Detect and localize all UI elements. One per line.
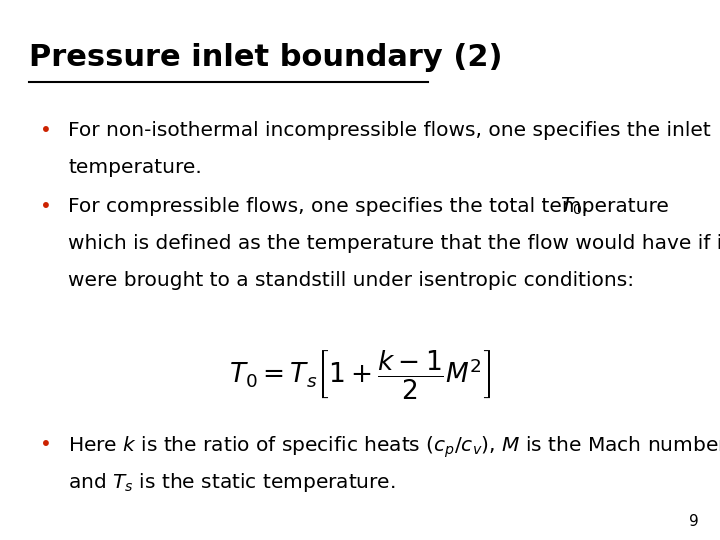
Text: For compressible flows, one specifies the total temperature: For compressible flows, one specifies th…: [68, 197, 675, 216]
Text: •: •: [40, 197, 51, 216]
Text: 9: 9: [688, 514, 698, 529]
Text: •: •: [40, 122, 51, 140]
Text: were brought to a standstill under isentropic conditions:: were brought to a standstill under isent…: [68, 271, 634, 289]
Text: •: •: [40, 435, 51, 454]
Text: Pressure inlet boundary (2): Pressure inlet boundary (2): [29, 43, 503, 72]
Text: Here $k$ is the ratio of specific heats ($c_p/c_v$), $M$ is the Mach number,: Here $k$ is the ratio of specific heats …: [68, 435, 720, 460]
Text: which is defined as the temperature that the flow would have if it: which is defined as the temperature that…: [68, 234, 720, 253]
Text: $T_0 = T_s \left[1 + \dfrac{k-1}{2} M^2\right]$: $T_0 = T_s \left[1 + \dfrac{k-1}{2} M^2\…: [229, 348, 491, 401]
Text: For non-isothermal incompressible flows, one specifies the inlet: For non-isothermal incompressible flows,…: [68, 122, 711, 140]
Text: temperature.: temperature.: [68, 158, 202, 177]
Text: $T_0$,: $T_0$,: [560, 196, 588, 217]
Text: and $T_s$ is the static temperature.: and $T_s$ is the static temperature.: [68, 471, 396, 495]
